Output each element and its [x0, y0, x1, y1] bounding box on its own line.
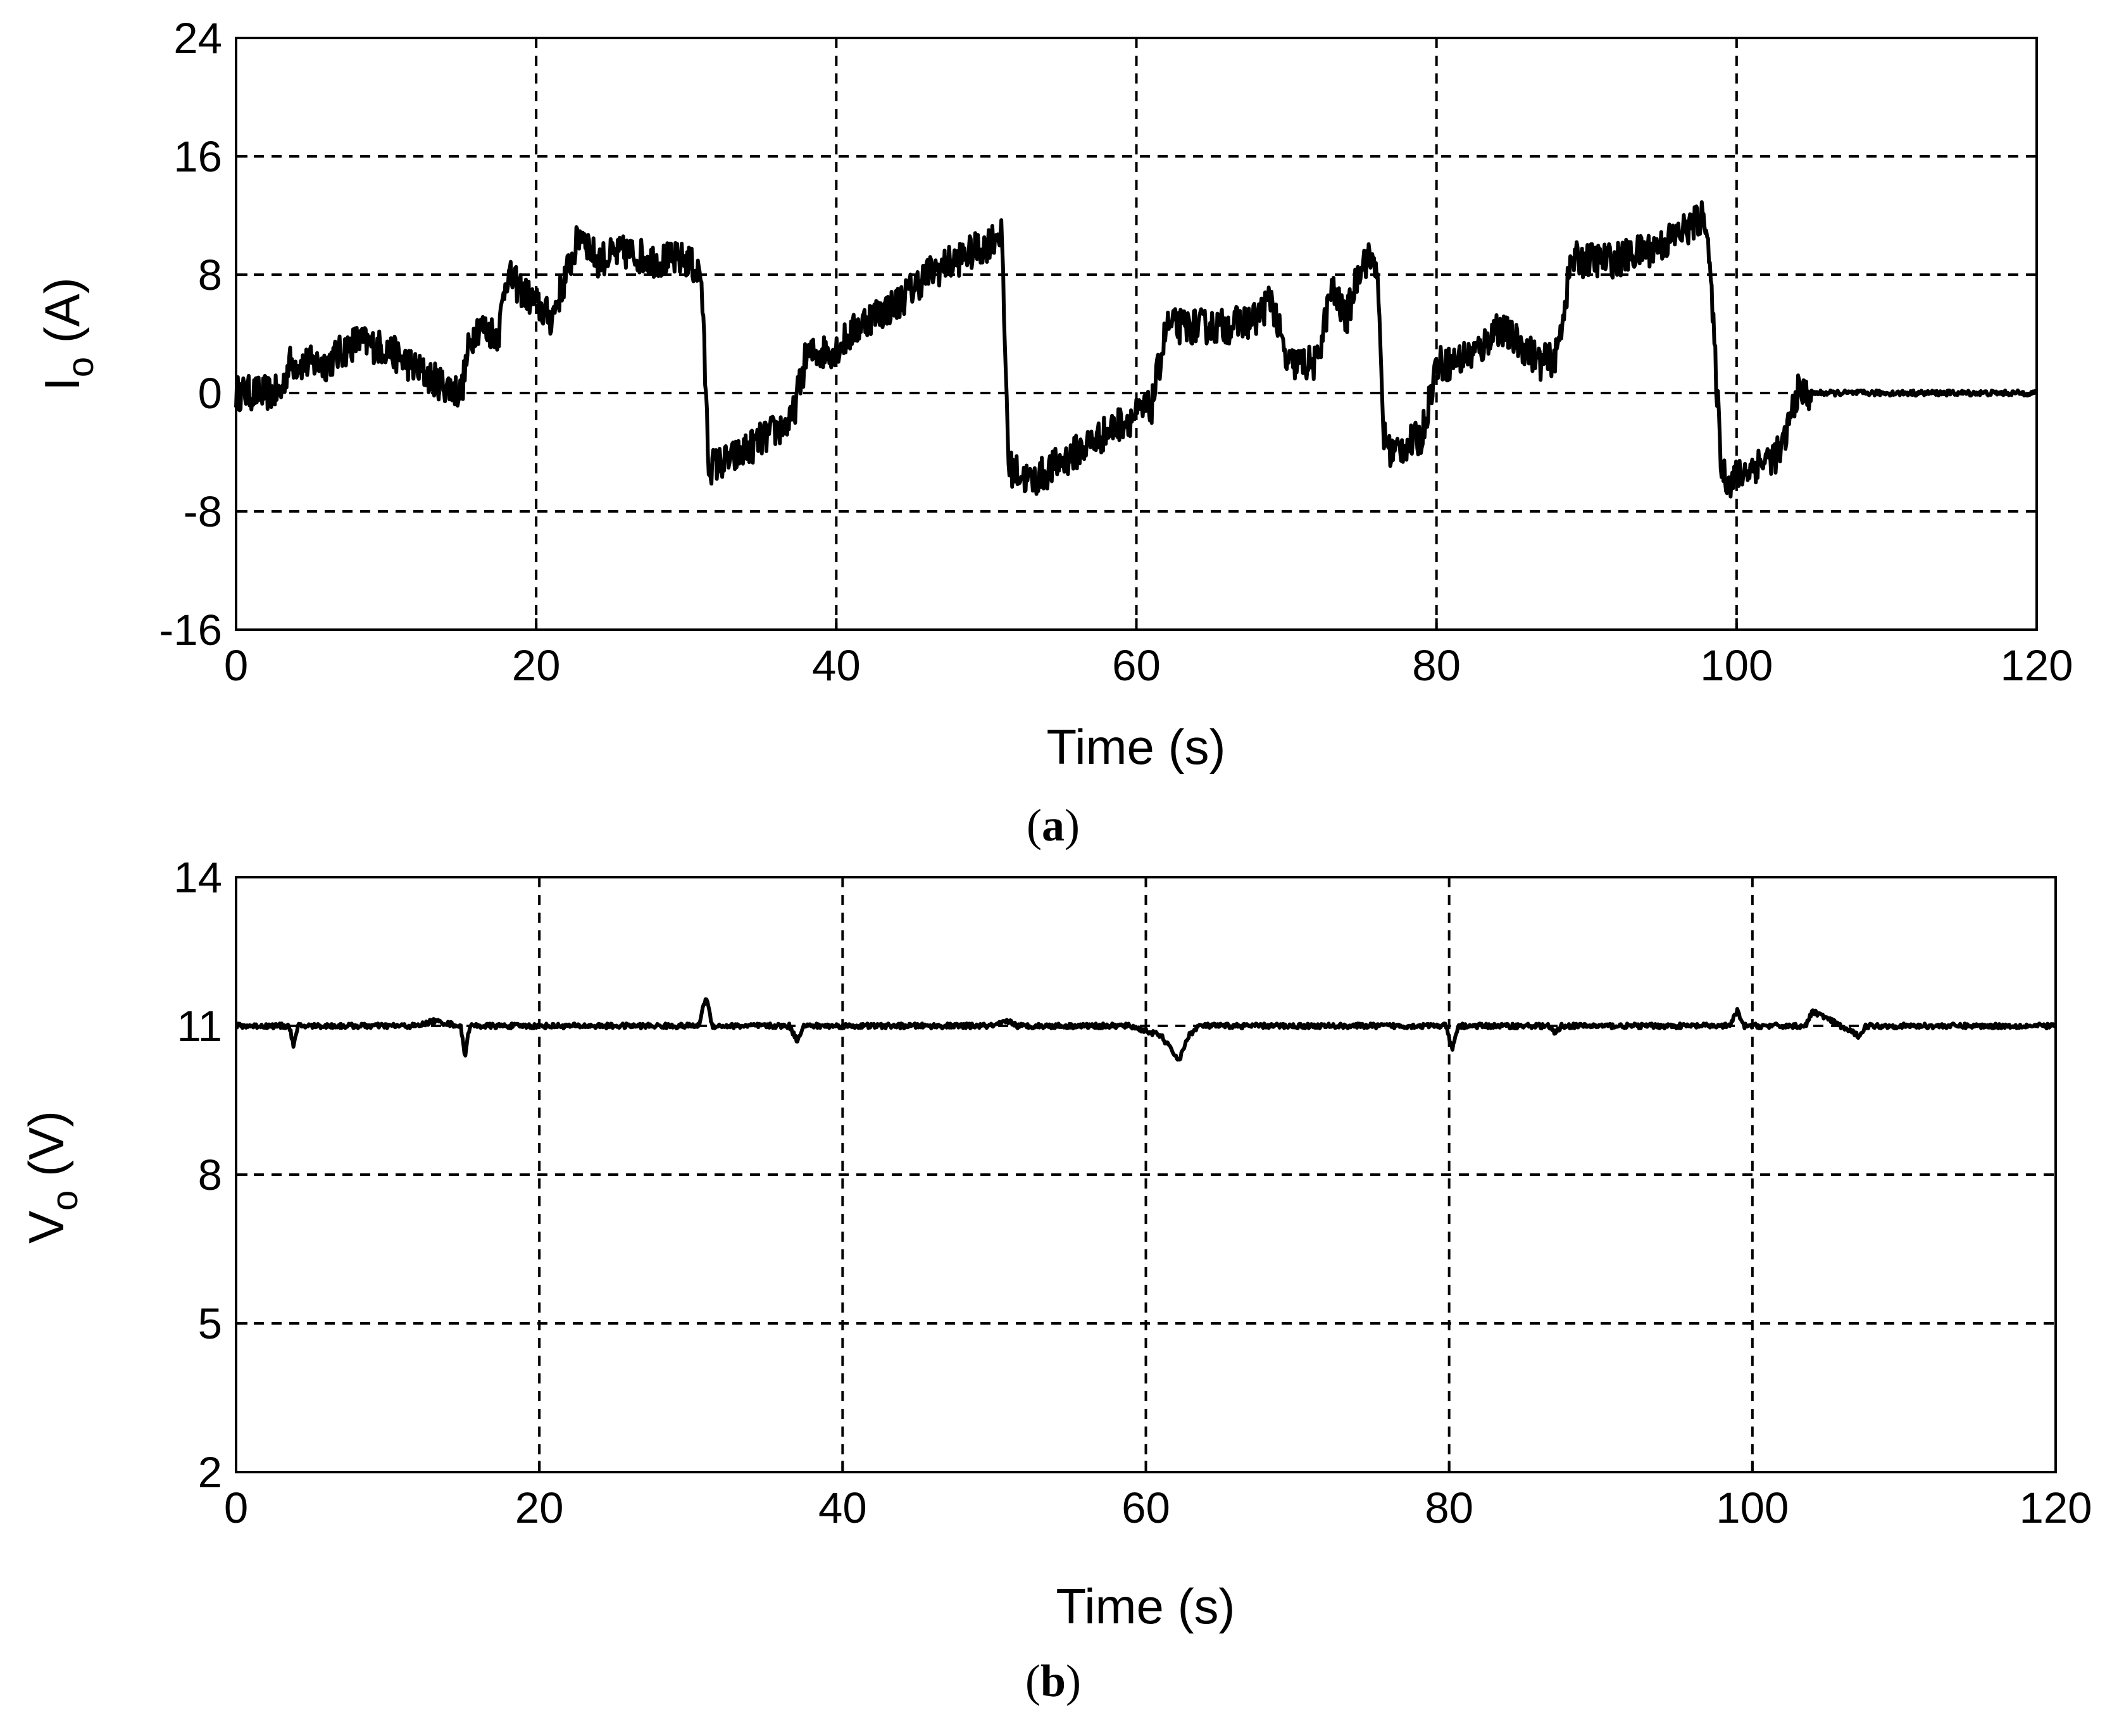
x-tick-label: 40 — [818, 1483, 867, 1532]
panel-a-y-ticks: -16 -8 0 8 16 24 — [159, 14, 247, 654]
y-tick-label: 24 — [173, 14, 222, 63]
x-tick-label: 20 — [512, 641, 561, 690]
x-tick-label: 80 — [1425, 1483, 1473, 1532]
y-tick-label: 16 — [173, 132, 222, 181]
panel-a-y-label-unit: (A) — [34, 277, 90, 357]
x-tick-label: 80 — [1412, 641, 1461, 690]
panel-a-caption-letter: a — [1042, 800, 1065, 851]
panel-b-y-label-unit: (V) — [18, 1111, 74, 1190]
y-tick-label: -8 — [184, 487, 222, 536]
panel-a-x-ticks: 0 20 40 60 80 100 120 — [224, 618, 2073, 690]
y-tick-label: 0 — [198, 369, 222, 418]
x-tick-label: 100 — [1716, 1483, 1789, 1532]
panel-a-y-axis-label: Io (A) — [34, 277, 101, 391]
x-tick-label: 120 — [2019, 1483, 2092, 1532]
panel-a-y-label-sub: o — [60, 357, 101, 377]
y-tick-label: 11 — [177, 1002, 222, 1051]
panel-b-y-axis-label: Vo (V) — [18, 1111, 85, 1244]
panel-a-current-trace — [234, 200, 2039, 499]
panel-b-caption-letter: b — [1040, 1656, 1066, 1706]
panel-b-caption: (b) — [1025, 1656, 1081, 1706]
x-tick-label: 60 — [1122, 1483, 1170, 1532]
y-tick-label: 8 — [198, 251, 222, 299]
panel-b-x-ticks: 0 20 40 60 80 100 120 — [224, 1461, 2092, 1532]
x-tick-label: 0 — [224, 1483, 248, 1532]
x-tick-label: 60 — [1112, 641, 1161, 690]
y-tick-label: -16 — [159, 606, 222, 654]
panel-b-y-ticks: 2 5 8 11 14 — [173, 853, 247, 1497]
panel-a-caption: (a) — [1027, 800, 1080, 851]
x-tick-label: 120 — [2000, 641, 2073, 690]
y-tick-label: 8 — [198, 1151, 222, 1199]
y-tick-label: 5 — [198, 1299, 222, 1348]
panel-b-y-label-main: V — [18, 1211, 74, 1244]
panel-a-current-plot: 0 20 40 60 80 100 120 -16 -8 0 8 16 24 Time (s) Io … — [34, 14, 2073, 851]
x-tick-label: 0 — [224, 641, 248, 690]
y-tick-label: 14 — [173, 853, 222, 902]
panel-a-y-label-main: I — [34, 377, 90, 391]
panel-a-grid — [236, 38, 2037, 630]
panel-b-x-axis-label: Time (s) — [1056, 1578, 1235, 1634]
panel-b-voltage-trace — [235, 997, 2057, 1062]
panel-b-grid — [236, 877, 2056, 1472]
x-tick-label: 100 — [1700, 641, 1773, 690]
x-tick-label: 20 — [515, 1483, 564, 1532]
x-tick-label: 40 — [812, 641, 861, 690]
panel-b-y-label-sub: o — [44, 1190, 85, 1211]
panel-a-x-axis-label: Time (s) — [1046, 719, 1225, 775]
y-tick-label: 2 — [198, 1448, 222, 1497]
